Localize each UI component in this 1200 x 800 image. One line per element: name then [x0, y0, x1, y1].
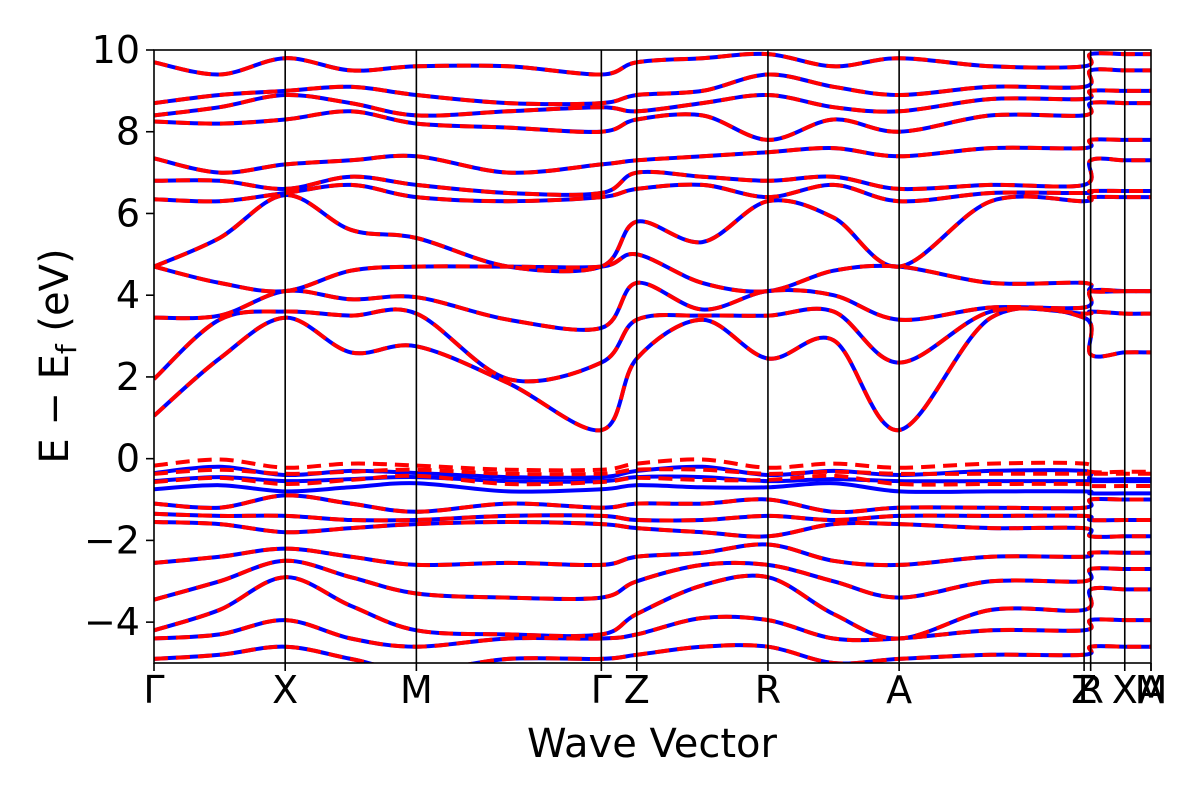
x-tick-label: Z: [624, 668, 650, 712]
band-line-red: [154, 182, 1151, 204]
band-line-blue: [154, 100, 1151, 142]
y-tick-label: 10: [92, 28, 140, 72]
y-tick-label: −2: [84, 518, 140, 562]
x-axis-label: Wave Vector: [527, 721, 778, 767]
y-axis-ticks: −4 −2 0 2 4 6 8 10: [84, 28, 154, 644]
x-tick-label: X: [272, 668, 298, 712]
band-line-red: [154, 193, 1151, 274]
band-line-red: [154, 305, 1151, 433]
band-line-red: [154, 614, 1151, 649]
band-line-blue: [154, 474, 1151, 484]
x-tick-label: M: [400, 668, 433, 712]
x-tick-label: R: [755, 668, 781, 712]
y-tick-label: 4: [116, 273, 140, 317]
y-axis-label-main: E − E: [32, 354, 78, 464]
band-line-blue: [154, 51, 1151, 77]
x-tick-label: A: [1138, 668, 1164, 712]
band-line-blue: [154, 493, 1151, 515]
band-line-blue: [154, 137, 1151, 175]
band-line-red: [154, 137, 1151, 175]
y-axis-label-unit: (eV): [32, 248, 78, 344]
band-line-red: [154, 51, 1151, 77]
band-line-red: [154, 156, 1151, 197]
band-line-red: [154, 573, 1151, 641]
x-tick-label: Γ: [143, 668, 164, 712]
y-axis-label-subscript: f: [50, 343, 83, 354]
y-tick-label: 0: [116, 437, 140, 481]
band-line-blue: [154, 643, 1151, 663]
band-line-red: [154, 100, 1151, 142]
y-axis-label: E − Ef (eV): [32, 248, 83, 463]
y-tick-label: −4: [84, 600, 140, 644]
x-tick-label: Z: [1071, 668, 1097, 712]
x-tick-label: M: [1135, 668, 1168, 712]
band-line-blue: [154, 305, 1151, 433]
band-line-blue: [154, 519, 1151, 539]
x-tick-label: R: [1077, 668, 1103, 712]
plot-frame: [153, 49, 1152, 664]
y-tick-label: 8: [116, 110, 140, 154]
y-tick-label: 2: [116, 355, 140, 399]
high-symmetry-lines: [284, 50, 1126, 663]
y-tick-label: 6: [116, 191, 140, 235]
x-tick-label: Γ: [591, 668, 612, 712]
x-axis-ticks: Γ X M Γ Z R A ZR XMA: [143, 663, 1167, 712]
bands-layer: [154, 51, 1151, 663]
x-tick-label: X: [1112, 668, 1138, 712]
x-tick-label: A: [886, 668, 912, 712]
